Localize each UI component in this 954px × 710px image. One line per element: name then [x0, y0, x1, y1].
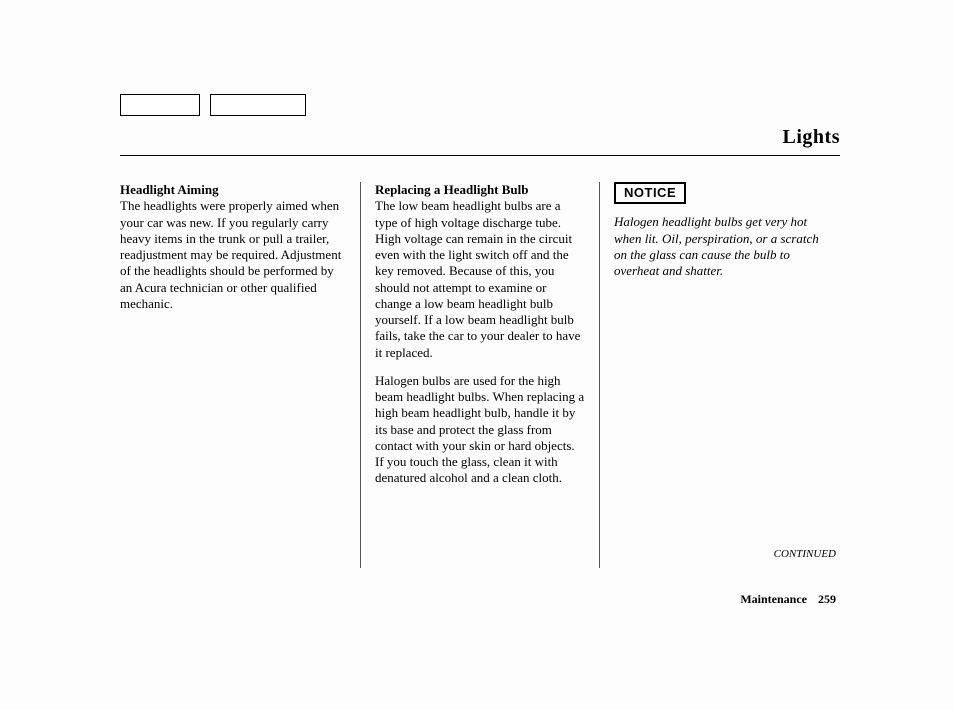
nav-link-boxes: [120, 94, 306, 116]
heading-replacing-bulb: Replacing a Headlight Bulb: [375, 182, 529, 197]
headlight-aiming-block: Headlight Aiming The headlights were pro…: [120, 182, 346, 312]
page-title: Lights: [120, 126, 840, 149]
replacing-bulb-block-2: Halogen bulbs are used for the high beam…: [375, 373, 585, 487]
body-replacing-bulb-p1: The low beam headlight bulbs are a type …: [375, 198, 580, 359]
notice-text: Halogen headlight bulbs get very hot whe…: [614, 214, 826, 279]
notice-label: NOTICE: [614, 182, 686, 204]
heading-headlight-aiming: Headlight Aiming: [120, 182, 219, 197]
nav-box-prev[interactable]: [120, 94, 200, 116]
continued-label: CONTINUED: [774, 548, 836, 560]
page-footer: Maintenance 259: [740, 592, 836, 607]
manual-page: Lights Headlight Aiming The headlights w…: [0, 0, 954, 710]
column-3: NOTICE Halogen headlight bulbs get very …: [600, 182, 840, 568]
body-replacing-bulb-p2: Halogen bulbs are used for the high beam…: [375, 373, 584, 486]
nav-box-contents[interactable]: [210, 94, 306, 116]
footer-page-number: 259: [818, 592, 836, 606]
column-2: Replacing a Headlight Bulb The low beam …: [360, 182, 600, 568]
title-bar: Lights: [120, 126, 840, 156]
column-1: Headlight Aiming The headlights were pro…: [120, 182, 360, 568]
content-columns: Headlight Aiming The headlights were pro…: [120, 182, 840, 568]
footer-section: Maintenance: [740, 592, 807, 606]
replacing-bulb-block-1: Replacing a Headlight Bulb The low beam …: [375, 182, 585, 361]
body-headlight-aiming: The headlights were properly aimed when …: [120, 198, 341, 311]
notice-block: NOTICE Halogen headlight bulbs get very …: [614, 182, 826, 279]
